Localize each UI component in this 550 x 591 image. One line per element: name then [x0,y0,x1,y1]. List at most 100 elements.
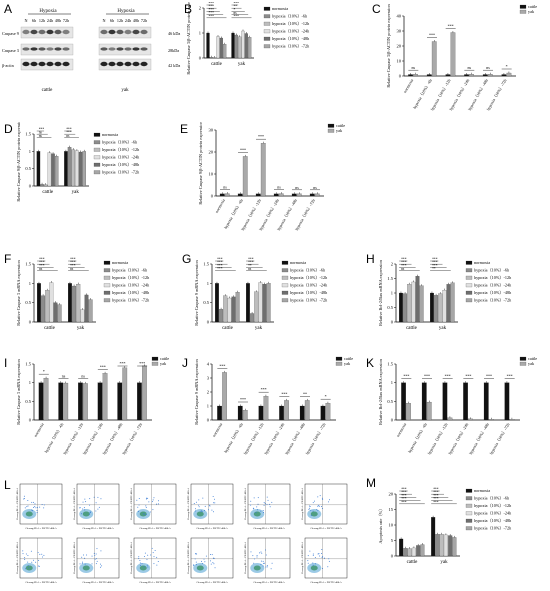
sig-label: *** [432,258,438,262]
dot [319,555,321,557]
dot [156,503,158,505]
x-tick-label: cattle [407,560,419,565]
blot-band [22,29,30,35]
legend-label: yak [160,361,167,366]
legend-label: hypoxia（10%）-24h [474,511,512,516]
dot [328,560,330,562]
legend-swatch [103,260,111,265]
dot [152,499,154,501]
dot [157,560,159,562]
dot [156,564,158,566]
bar [291,193,297,197]
dot [262,509,264,511]
dot [91,563,93,565]
legend-swatch [465,298,473,303]
sig-label: * [325,394,327,399]
flow-y-label: Cleavag-PE-A :: PE/FITC-488-A [130,542,133,574]
legend-label: hypoxia（10%）-48h [290,290,328,295]
bar [117,382,123,421]
dot [91,555,93,557]
bar [442,382,448,421]
sig-label: *** [100,364,106,369]
dot [100,550,102,552]
legend-label: cattle [336,123,345,128]
dot [25,568,27,570]
dot [317,510,319,512]
y-tick-label: 40 [397,14,402,19]
sig-label: *** [234,14,240,18]
panel-letter-i: I [4,356,8,370]
chart-m: 0 5 10 15 20 Apoptosis rate（%） cattle yak *** ***… [366,476,550,586]
legend-swatch [465,496,473,501]
bar [419,285,424,323]
bar [214,283,219,323]
dot [152,509,154,511]
chart-i: 0 0.5 1 1.5 Relative Caspase 3 mRNA expressi… [4,356,182,474]
lane-label: 48h [133,18,140,23]
y-tick-label: 0 [391,554,394,559]
panel-letter-l: L [4,478,11,492]
dot [79,507,81,509]
sig-label: *** [403,374,409,379]
bar [450,282,455,323]
dot [157,500,159,502]
legend-swatch [465,526,473,531]
sig-label: *** [401,494,407,498]
x-tick-label: normoxia [402,78,414,94]
bar [142,365,147,421]
dot [265,566,267,568]
bar [403,548,408,557]
dot [195,561,197,563]
dot [312,553,314,555]
dot [213,502,215,504]
legend-swatch [263,21,271,26]
row-label: Caspase 9 [2,31,19,36]
legend-label: hypoxia（10%）-72h [290,298,328,303]
y-tick-label: 20 [397,44,402,49]
legend-label: cattle [160,356,169,361]
blot-band [132,29,140,35]
bar [398,292,403,323]
dot [139,562,141,564]
dot [203,558,205,560]
dot-cluster [310,565,318,571]
bar [284,400,289,421]
dot [310,510,312,512]
dot [195,564,197,566]
chart-svg-f: 0 0.5 1 1.5 Relative Caspase 3 mRNA expressi… [16,258,150,332]
dot [196,553,198,555]
bar [403,293,408,323]
flow-x-label: Cleavag-PE-A :: PI/FITC-488-A [253,527,284,530]
sig-label: *** [39,261,45,265]
legend-swatch [263,29,271,34]
sig-label: *** [70,264,76,268]
dot [320,552,322,554]
dot [263,511,265,513]
dot [262,560,264,562]
sig-label: *** [70,261,76,265]
dot [137,511,139,513]
bar [450,32,456,77]
sig-label: *** [217,267,223,271]
legend-label: hypoxia（10%）-24h [102,155,140,160]
dot [43,507,45,509]
dot [193,564,195,566]
bar [54,156,59,187]
dot [32,510,34,512]
sig-label: ns [412,65,416,70]
dot [79,563,81,565]
dot [324,557,326,559]
legend-swatch [465,260,473,265]
y-tick-label: 0 [391,320,394,325]
legend-label: hypoxia（10%）-72h [102,170,140,175]
dot [198,506,200,508]
bar [442,289,447,323]
dot [93,552,95,554]
dot [264,503,266,505]
legend-label: hypoxia（10%）-6h [102,140,138,145]
legend-swatch [281,275,289,280]
chart-k: 0 0.5 1 1.5 Relative Bcl-2/Bax mRNA expressi… [366,356,550,474]
bar [408,74,413,77]
bar [406,403,411,421]
blot-band [100,61,108,67]
